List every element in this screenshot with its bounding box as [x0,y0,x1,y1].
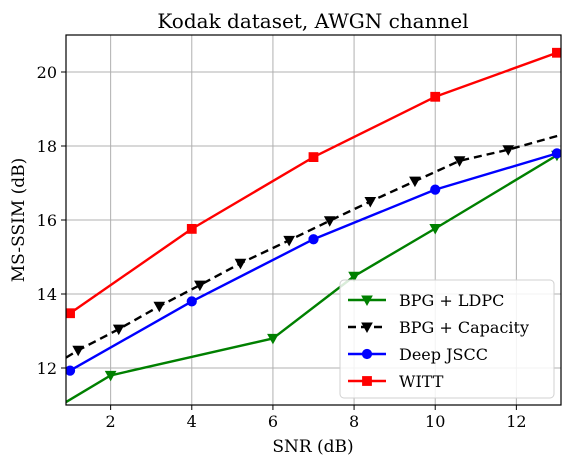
bpg-capacity-point [72,345,85,357]
bpg-ldpc-point [348,271,360,283]
witt-point [430,91,441,102]
legend: BPG + LDPC BPG + Capacity Deep JSCC WITT [339,279,555,399]
bpg-capacity-point [323,216,336,227]
legend-marker-bpg-capacity [361,322,373,334]
legend-label-deep-jscc: Deep JSCC [399,345,488,364]
legend-label-witt: WITT [399,372,444,391]
x-tick-label: 12 [506,412,526,431]
y-tick-label: 20 [37,63,57,82]
bpg-capacity-point [194,280,206,292]
grid-lines [66,35,561,405]
legend-entry-deep-jscc: Deep JSCC [348,345,488,364]
legend-label-bpg-ldpc: BPG + LDPC [399,291,504,310]
bpg-ldpc-point [104,370,117,382]
legend-entry-witt: WITT [348,372,444,391]
deep-jscc-point [430,184,441,195]
witt-point [308,152,319,162]
legend-entry-bpg-capacity: BPG + Capacity [348,318,529,337]
legend-label-bpg-capacity: BPG + Capacity [399,318,529,337]
bpg-ldpc-line [66,154,558,404]
axis-ticks: 2 4 6 8 10 12 12 14 16 18 20 [37,63,527,431]
chart-title: Kodak dataset, AWGN channel [157,9,468,33]
witt-line [69,51,558,315]
x-tick-label: 4 [187,412,197,431]
legend-marker-bpg-ldpc [361,295,373,307]
bpg-capacity-point [409,176,421,188]
series-deep-jscc [66,148,561,376]
deep-jscc-point [308,234,319,245]
legend-entry-bpg-ldpc: BPG + LDPC [348,291,504,310]
x-tick-label: 6 [268,412,278,431]
x-tick-label: 10 [425,412,445,431]
bpg-capacity-point [364,197,377,208]
bpg-capacity-point [453,156,466,167]
x-tick-label: 8 [349,412,359,431]
bpg-capacity-point [153,301,166,313]
bpg-capacity-point [502,145,515,156]
legend-marker-witt [362,376,372,386]
series-lines [66,47,561,404]
series-witt [66,47,561,319]
witt-point [552,47,561,58]
y-tick-label: 16 [37,211,57,230]
bpg-ldpc-point [429,224,442,235]
deep-jscc-point [551,148,561,159]
bpg-ldpc-point [267,333,279,345]
bpg-capacity-point [234,258,247,270]
series-bpg-ldpc [66,150,561,404]
series-bpg-capacity [66,133,561,359]
y-tick-label: 18 [37,137,57,156]
legend-box [339,279,555,399]
deep-jscc-point [66,365,76,376]
x-axis-label: SNR (dB) [272,437,353,457]
y-axis-label: MS-SSIM (dB) [9,158,29,283]
witt-point [186,223,197,234]
legend-marker-deep-jscc [361,348,373,360]
x-tick-label: 2 [106,412,116,431]
y-tick-label: 14 [37,285,57,304]
witt-point [66,308,75,319]
bpg-capacity-point [112,324,125,336]
y-tick-label: 12 [37,359,57,378]
bpg-capacity-point [283,235,296,247]
deep-jscc-point [186,296,197,307]
